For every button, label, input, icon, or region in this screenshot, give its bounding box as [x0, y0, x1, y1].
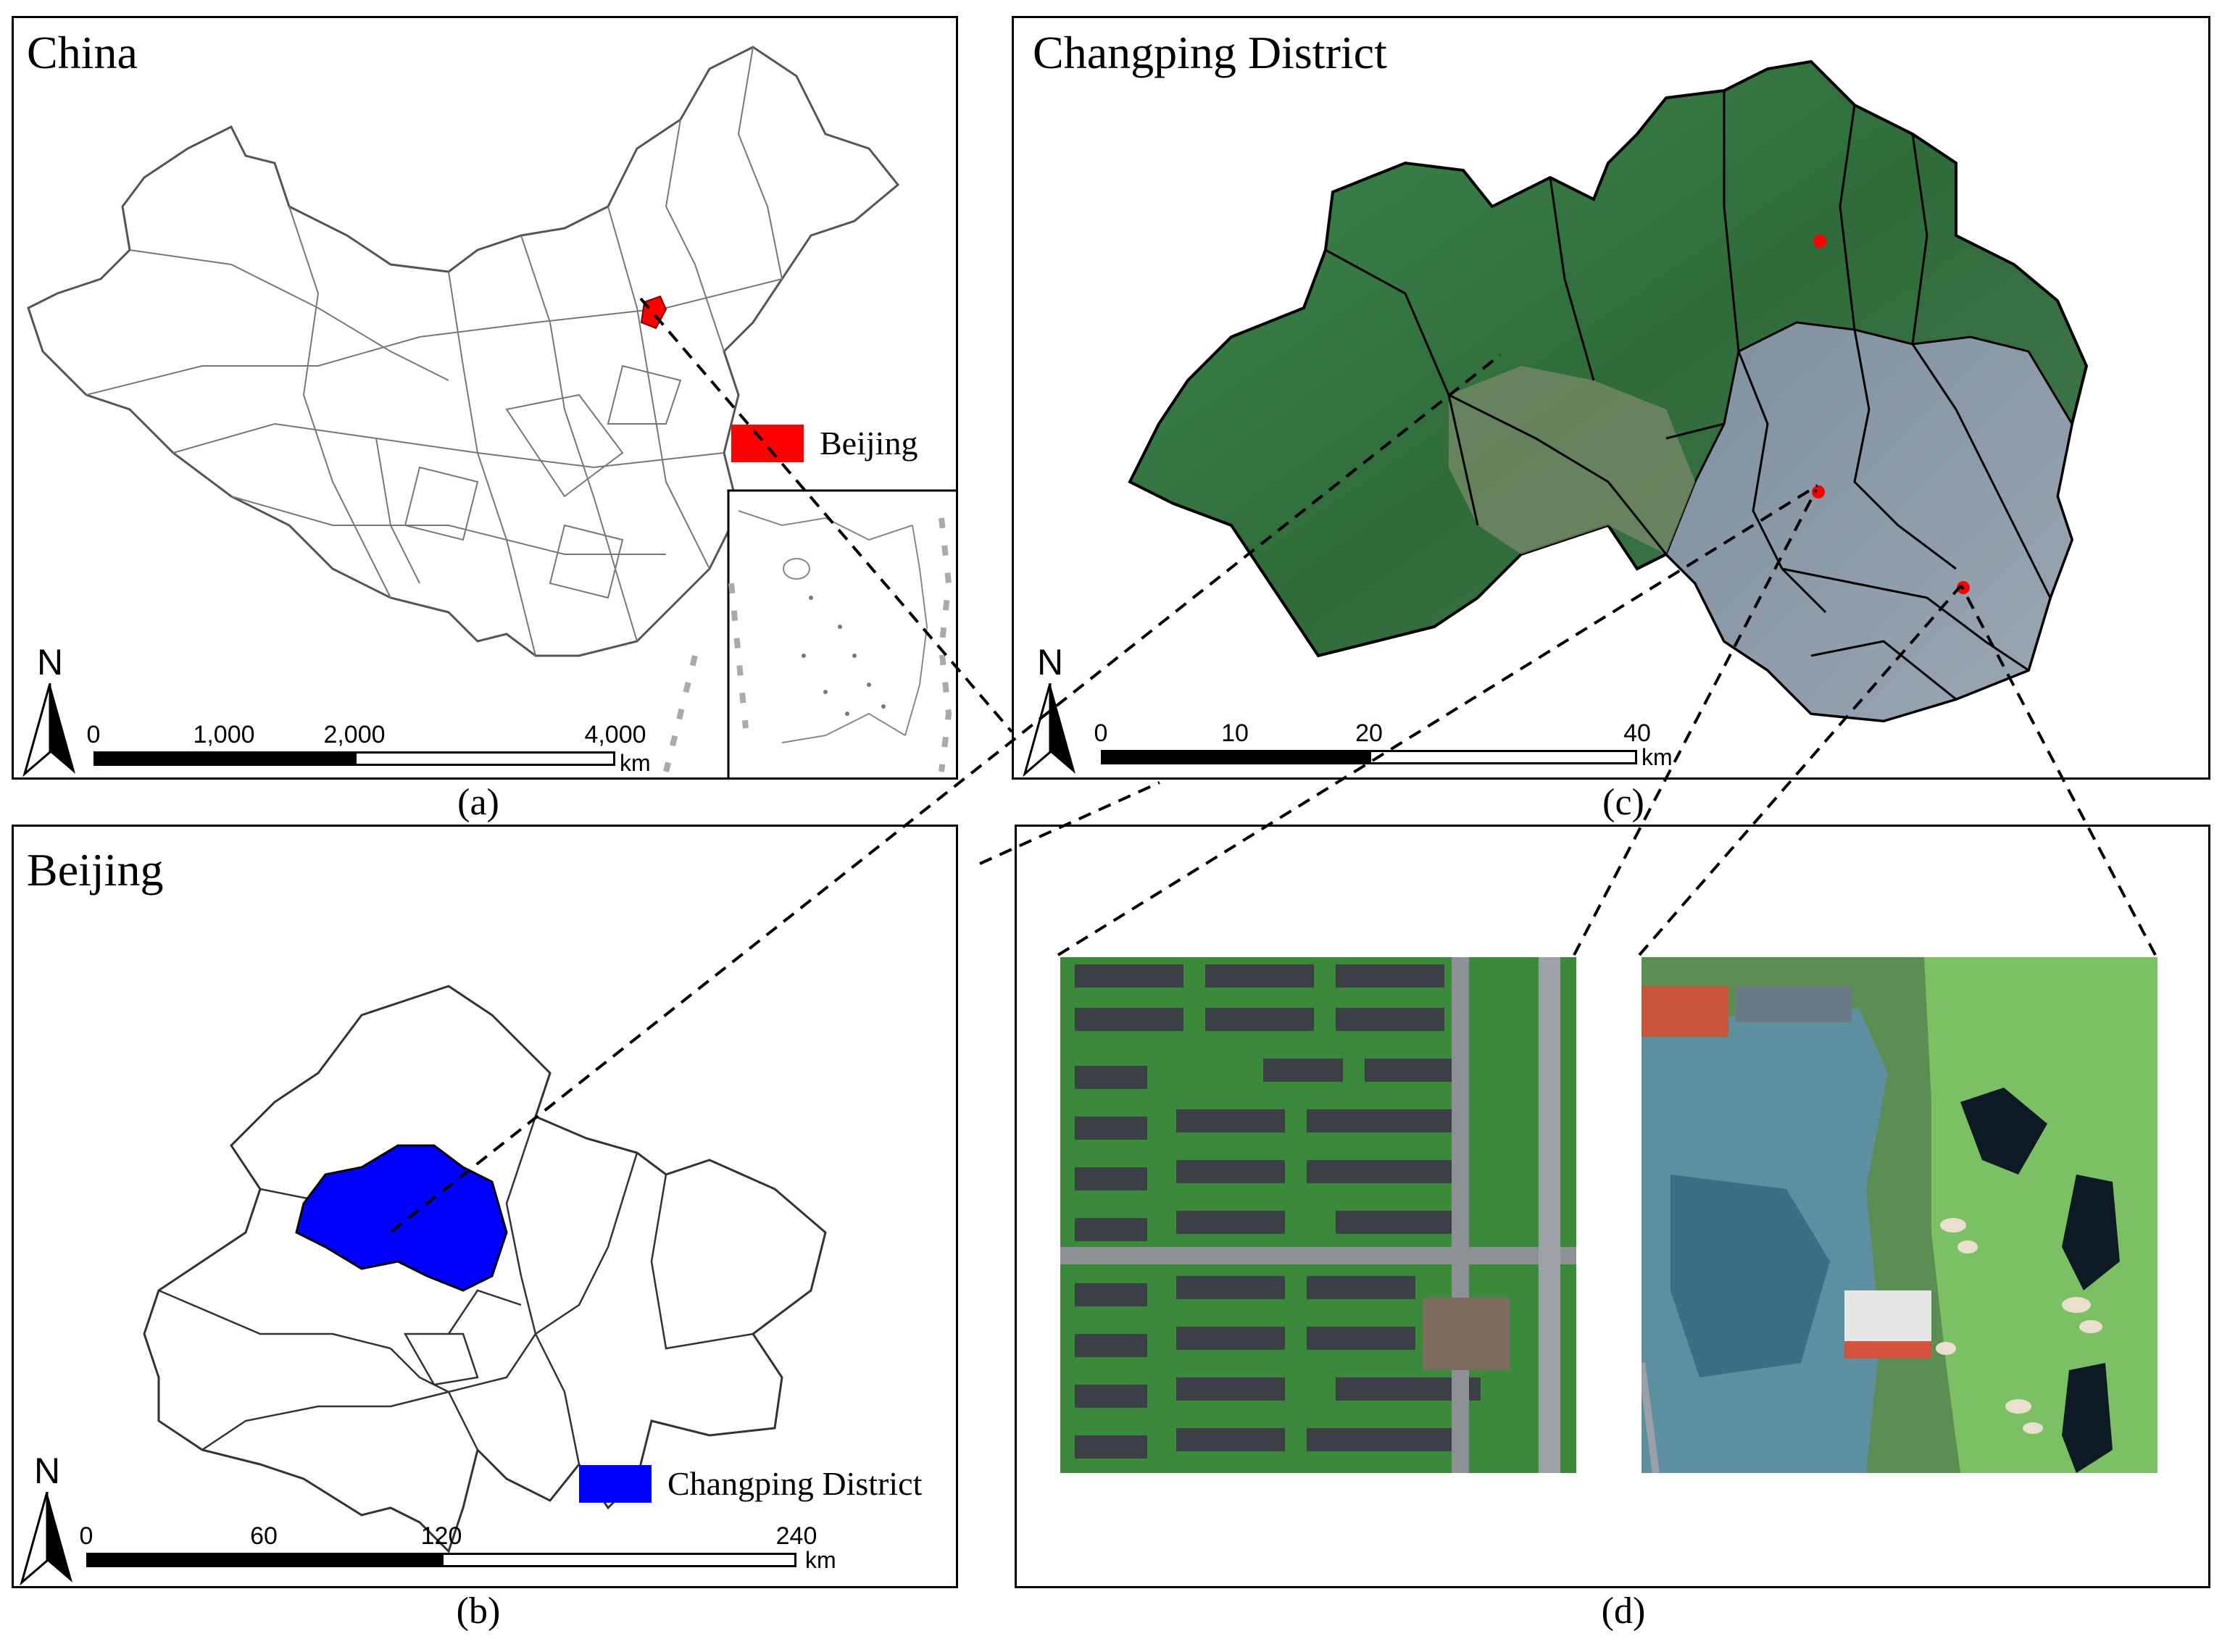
scale-tick: 10: [1221, 719, 1249, 747]
china-map: [27, 46, 956, 777]
panel-title: Changping District: [1033, 27, 1387, 78]
scale-bar: 0 10 20 40 km: [1094, 719, 1681, 777]
legend-swatch-red: [731, 424, 804, 462]
residential-imagery: [1060, 957, 1576, 1473]
scale-bar-empty: [441, 1553, 796, 1567]
north-arrow-icon: [22, 683, 75, 777]
north-arrow: N: [1021, 641, 1079, 777]
scale-unit: km: [620, 750, 651, 776]
panel-detail-imagery: [1015, 825, 2210, 1588]
panel-china: China: [12, 16, 958, 780]
panel-changping: Changping District: [1012, 16, 2210, 780]
scale-tick: 4,000: [584, 721, 646, 748]
scale-bar-filled: [1101, 750, 1369, 764]
legend-changping: Changping District: [579, 1464, 922, 1503]
panel-title: China: [27, 27, 138, 78]
scale-tick: 120: [420, 1522, 462, 1550]
scale-bar-empty: [1369, 750, 1637, 764]
scale-tick: 240: [775, 1522, 817, 1550]
scale-tick: 20: [1355, 719, 1383, 747]
north-arrow-icon: [1023, 683, 1075, 777]
legend-label: Beijing: [820, 425, 918, 462]
north-arrow-label: N: [1036, 642, 1064, 683]
scale-bar-empty: [354, 751, 615, 766]
north-arrow-icon: [20, 1492, 72, 1586]
scale-tick: 60: [250, 1522, 278, 1550]
legend-label: Changping District: [667, 1465, 923, 1502]
scale-unit: km: [805, 1547, 836, 1573]
caption-a: (a): [457, 782, 499, 823]
scale-tick: 1,000: [193, 721, 255, 748]
north-arrow-label: N: [36, 642, 64, 683]
sample-site-1: [1813, 235, 1826, 248]
north-arrow-label: N: [33, 1451, 61, 1491]
scale-tick: 2,000: [323, 721, 386, 748]
scale-unit: km: [1641, 744, 1673, 770]
mining-golf-imagery: [1641, 957, 2157, 1473]
scale-tick: 0: [1094, 719, 1108, 747]
scale-tick: 0: [79, 1522, 93, 1550]
north-arrow: N: [21, 641, 79, 777]
scale-bar-filled: [93, 751, 354, 766]
sample-site-3: [1957, 581, 1970, 594]
legend-swatch-blue: [579, 1464, 652, 1503]
changping-satellite-map: [1128, 59, 2089, 723]
caption-b: (b): [456, 1590, 501, 1632]
scale-tick: 0: [86, 721, 101, 748]
scale-bar: 0 1,000 2,000 4,000 km: [87, 721, 651, 777]
caption-d: (d): [1601, 1590, 1646, 1632]
scale-bar-filled: [86, 1553, 441, 1567]
panel-beijing: Beijing Changping District N 0 60 120 24…: [12, 825, 958, 1588]
sample-site-2: [1812, 485, 1825, 498]
caption-c: (c): [1602, 782, 1644, 823]
legend-beijing: Beijing: [731, 424, 917, 462]
north-arrow: N: [18, 1450, 76, 1586]
panel-title: Beijing: [27, 844, 164, 896]
south-china-sea-inset: [727, 489, 956, 777]
scale-bar: 0 60 120 240 km: [80, 1522, 836, 1580]
